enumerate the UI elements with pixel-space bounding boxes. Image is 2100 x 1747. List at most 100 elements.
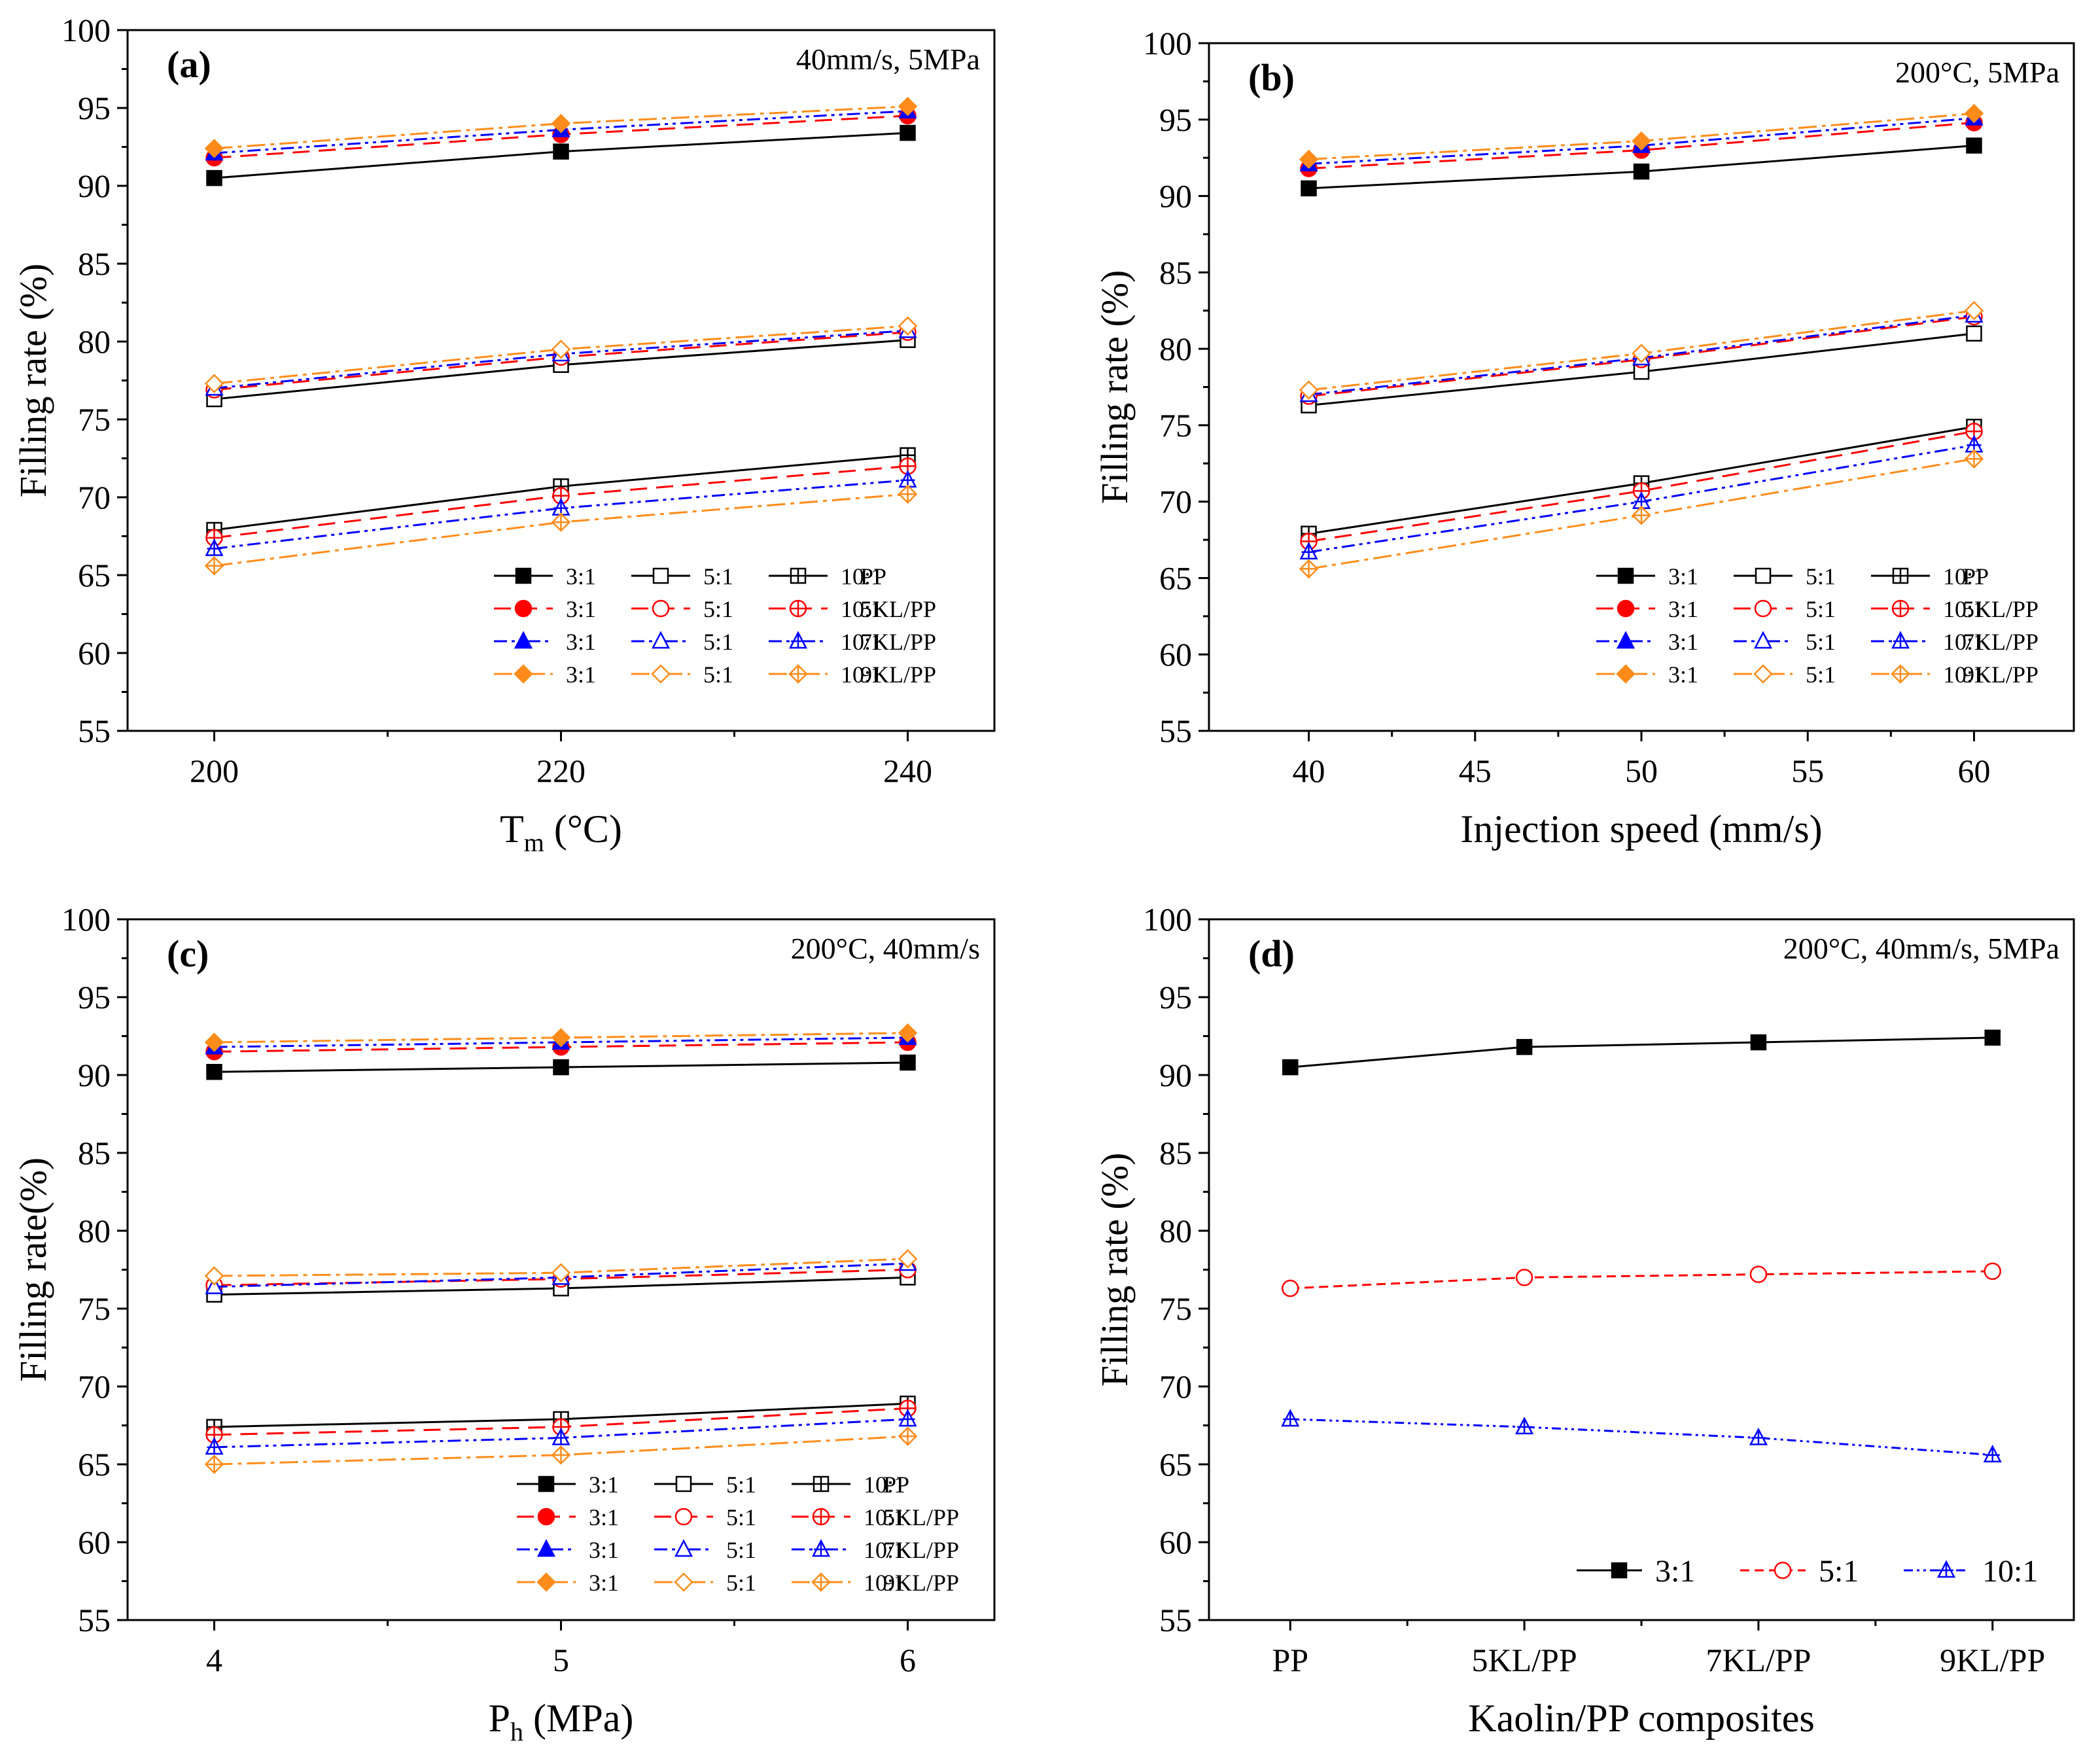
series-line bbox=[214, 325, 908, 385]
legend-ratio: 3:1 bbox=[566, 596, 596, 622]
condition-label: 200°C, 40mm/s bbox=[791, 932, 980, 965]
legend-marker bbox=[1754, 599, 1772, 618]
data-point bbox=[1964, 103, 1984, 124]
series-line bbox=[214, 329, 908, 389]
data-point bbox=[1984, 1262, 2001, 1280]
data-point bbox=[1964, 300, 1984, 321]
x-tick-label: 60 bbox=[1957, 752, 1990, 789]
data-point bbox=[1633, 163, 1650, 180]
legend-ratio: 5:1 bbox=[1806, 662, 1836, 688]
legend-ratio: 3:1 bbox=[589, 1472, 619, 1498]
y-tick-label: 100 bbox=[61, 901, 111, 938]
legend-ratio: 5:1 bbox=[1806, 563, 1836, 590]
legend-ratio: 3:1 bbox=[1668, 596, 1698, 622]
legend-material: 5KL/PP bbox=[860, 596, 936, 622]
legend-marker bbox=[514, 599, 533, 618]
x-tick-label: 45 bbox=[1459, 752, 1492, 789]
panel-c: 55 60 65 70 75 80 85 90 95 100 4 5 6 Filling rate(%) P… bbox=[12, 901, 996, 1746]
legend-marker bbox=[1617, 567, 1634, 584]
x-tick-label: 40 bbox=[1293, 752, 1325, 789]
legend-marker bbox=[652, 599, 670, 618]
y-tick-label: 85 bbox=[1159, 254, 1192, 291]
legend-label: 3:1 bbox=[1655, 1554, 1695, 1589]
x-axis-title: Kaolin/PP composites bbox=[1468, 1697, 1814, 1740]
data-point bbox=[1984, 1029, 2001, 1046]
series-line-5-1 bbox=[1290, 1270, 1993, 1290]
legend-marker bbox=[1617, 599, 1635, 618]
legend-marker bbox=[1753, 664, 1773, 684]
y-tick-label: 80 bbox=[1159, 1212, 1192, 1249]
y-tick-label: 80 bbox=[1159, 330, 1192, 367]
x-tick-label: 7KL/PP bbox=[1706, 1642, 1811, 1678]
legend-marker bbox=[651, 631, 671, 649]
legend-ratio: 3:1 bbox=[1668, 629, 1698, 655]
series-line bbox=[1308, 116, 1974, 166]
y-tick-label: 55 bbox=[78, 713, 111, 749]
legend-ratio: 3:1 bbox=[1668, 662, 1698, 688]
legend-ratio: 10:1 bbox=[864, 1504, 905, 1530]
legend-ratio: 3:1 bbox=[589, 1570, 619, 1596]
legend-marker bbox=[675, 1475, 692, 1492]
x-tick-label: 240 bbox=[883, 752, 932, 789]
y-tick-label: 75 bbox=[1159, 407, 1192, 444]
legend-material: PP bbox=[883, 1472, 909, 1498]
legend-ratio: 5:1 bbox=[726, 1570, 756, 1596]
legend-ratio: 10:1 bbox=[841, 662, 883, 688]
y-tick-label: 90 bbox=[1159, 1057, 1192, 1093]
data-point bbox=[1749, 1265, 1768, 1283]
legend-ratio: 10:1 bbox=[841, 629, 883, 655]
y-tick-label: 70 bbox=[1159, 484, 1192, 520]
legend-material: 9KL/PP bbox=[883, 1570, 959, 1596]
x-tick-label: 50 bbox=[1625, 752, 1658, 789]
legend-ratio: 5:1 bbox=[703, 596, 733, 622]
legend-ratio: 5:1 bbox=[726, 1537, 756, 1563]
y-axis-title: Filling rate (%) bbox=[1093, 270, 1136, 504]
legend-marker bbox=[674, 1539, 693, 1557]
condition-label: 40mm/s, 5MPa bbox=[796, 43, 980, 76]
legend-ratio: 5:1 bbox=[1806, 629, 1836, 655]
legend-marker bbox=[674, 1508, 693, 1526]
legend-material: 7KL/PP bbox=[860, 629, 936, 655]
legend-marker bbox=[1616, 631, 1636, 649]
series-line bbox=[214, 105, 908, 150]
y-axis-title: Filling rate (%) bbox=[12, 264, 54, 498]
series-line bbox=[214, 493, 908, 567]
y-tick-label: 95 bbox=[78, 979, 111, 1015]
legend-material: 9KL/PP bbox=[860, 662, 936, 688]
y-tick-label: 100 bbox=[61, 12, 111, 48]
legend-ratio: 3:1 bbox=[589, 1537, 619, 1563]
data-point bbox=[1301, 180, 1317, 197]
data-point bbox=[898, 1249, 918, 1269]
legend-ratio: 5:1 bbox=[726, 1472, 756, 1498]
y-tick-label: 60 bbox=[78, 1524, 111, 1561]
data-point bbox=[551, 1263, 571, 1283]
legend-material: 5KL/PP bbox=[883, 1504, 959, 1530]
legend-marker bbox=[1611, 1562, 1628, 1579]
legend-ratio: 3:1 bbox=[589, 1504, 619, 1530]
data-point bbox=[900, 124, 916, 141]
series-line-10-1 bbox=[1290, 1418, 1993, 1456]
plot-frame bbox=[1208, 918, 2075, 1621]
data-point bbox=[551, 340, 571, 359]
legend-label: 10:1 bbox=[1982, 1554, 2038, 1589]
data-point bbox=[553, 143, 569, 160]
series-line bbox=[1308, 430, 1974, 542]
data-point bbox=[1299, 149, 1319, 169]
legend-marker bbox=[1616, 664, 1636, 684]
y-tick-label: 60 bbox=[1159, 636, 1192, 673]
legend-material: 5KL/PP bbox=[1963, 596, 2039, 622]
y-tick-label: 80 bbox=[78, 323, 111, 360]
y-tick-label: 100 bbox=[1143, 901, 1192, 938]
data-point bbox=[553, 1059, 569, 1076]
x-tick-label: 220 bbox=[536, 752, 586, 789]
series-line bbox=[214, 1036, 908, 1048]
legend-ratio: 10:1 bbox=[864, 1570, 905, 1596]
data-point bbox=[898, 316, 918, 336]
legend-material: PP bbox=[860, 563, 886, 590]
y-tick-label: 65 bbox=[1159, 1446, 1192, 1483]
legend-marker bbox=[514, 631, 533, 649]
legend-ratio: 10:1 bbox=[864, 1472, 905, 1498]
x-tick-label: 4 bbox=[206, 1642, 222, 1678]
data-point bbox=[898, 96, 918, 116]
data-point bbox=[1299, 380, 1319, 400]
